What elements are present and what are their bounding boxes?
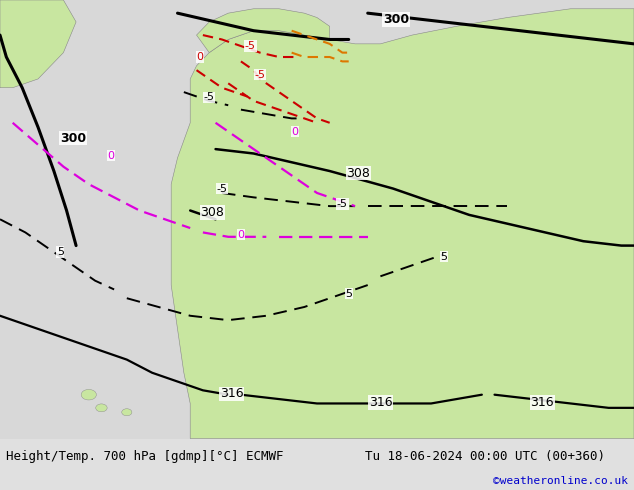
Text: 5: 5 — [345, 289, 353, 299]
Text: Height/Temp. 700 hPa [gdmp][°C] ECMWF: Height/Temp. 700 hPa [gdmp][°C] ECMWF — [6, 450, 284, 463]
Text: 0: 0 — [107, 151, 115, 161]
Text: 300: 300 — [60, 132, 86, 145]
Text: -5: -5 — [204, 92, 215, 102]
Polygon shape — [197, 9, 330, 52]
Text: 316: 316 — [368, 396, 392, 409]
Text: 316: 316 — [530, 396, 554, 409]
Text: Tu 18-06-2024 00:00 UTC (00+360): Tu 18-06-2024 00:00 UTC (00+360) — [365, 450, 605, 463]
Circle shape — [81, 390, 96, 400]
Text: 316: 316 — [219, 387, 243, 400]
Text: 0: 0 — [291, 126, 299, 137]
Text: ©weatheronline.co.uk: ©weatheronline.co.uk — [493, 476, 628, 486]
Text: -5: -5 — [254, 70, 266, 79]
Text: 308: 308 — [200, 206, 224, 219]
Text: 0: 0 — [237, 230, 245, 240]
Circle shape — [122, 409, 132, 416]
Text: 308: 308 — [346, 167, 370, 180]
Text: -5: -5 — [337, 199, 348, 209]
Text: 0: 0 — [196, 52, 204, 62]
Text: 300: 300 — [383, 13, 410, 26]
Circle shape — [96, 404, 107, 412]
Polygon shape — [171, 9, 634, 439]
Text: 5: 5 — [440, 251, 448, 262]
Text: -5: -5 — [216, 184, 228, 194]
Text: -5: -5 — [245, 41, 256, 51]
Polygon shape — [0, 0, 76, 88]
Text: 5: 5 — [56, 247, 64, 257]
